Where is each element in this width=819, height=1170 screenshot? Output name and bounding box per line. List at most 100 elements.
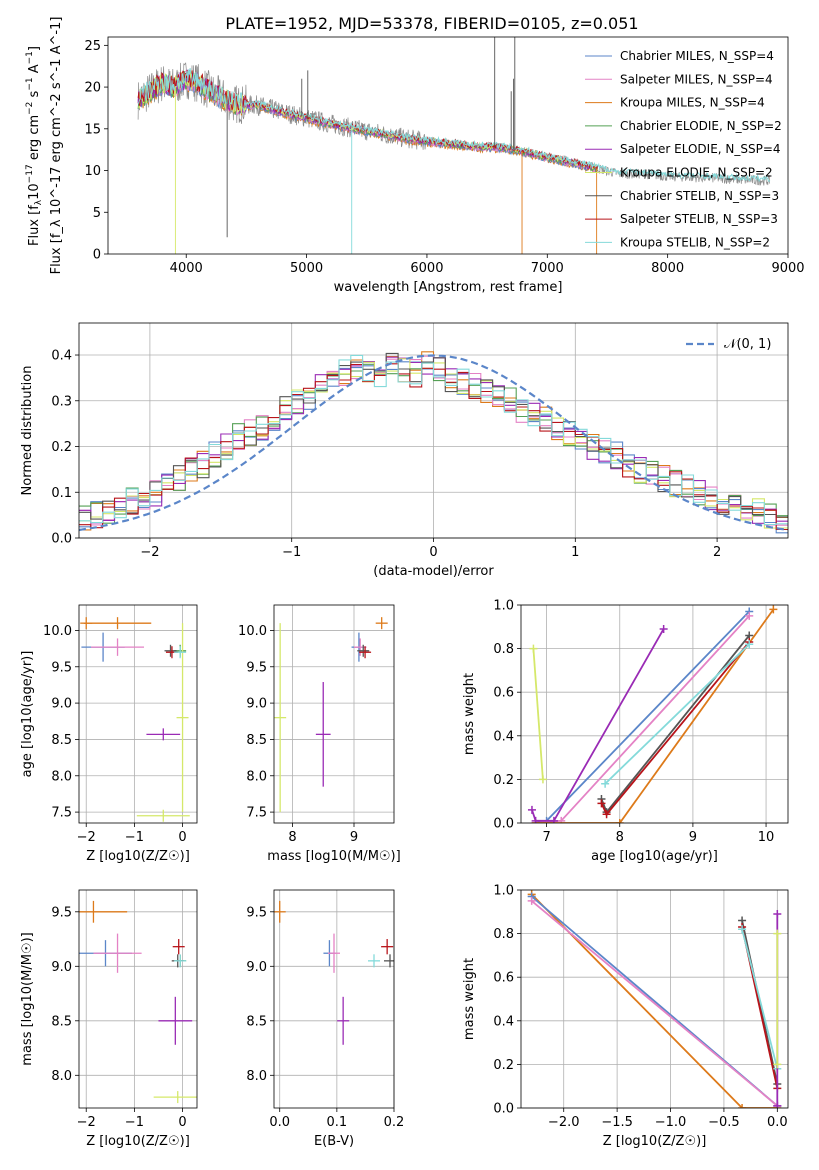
weight-marker	[738, 1104, 747, 1108]
x-tick-label: −1	[125, 1115, 144, 1130]
weight-marker	[529, 644, 538, 653]
weight-series-line	[532, 648, 544, 780]
weight-marker	[538, 775, 547, 784]
y-tick-label: 9.5	[246, 660, 267, 675]
x-tick-label: −2	[77, 830, 96, 845]
y-tick-label: 9.0	[51, 697, 72, 712]
x-tick-label: 0.0	[767, 1115, 788, 1130]
x-tick-label: 4000	[170, 261, 203, 276]
x-tick-label: 0	[178, 1115, 186, 1130]
mass_vs_Z-panel: −2 −1 0 8.0 8.5 9.0 9.5 Z [log10(Z/Z☉)] mass [lo…	[20, 889, 198, 1149]
y-tick-label: 7.5	[51, 806, 72, 821]
axes-frame	[273, 604, 395, 824]
x-tick-label: 1	[571, 545, 579, 560]
axes-frame	[78, 604, 198, 824]
x-tick-label: 0.1	[327, 1115, 348, 1130]
y-axis-label: age [log10(age/yr)]	[20, 651, 35, 778]
scatter-marks	[274, 617, 388, 813]
x-axis-label: E(B-V)	[314, 1134, 354, 1149]
x-tick-label: 9000	[771, 261, 804, 276]
y-tick-label: 0.0	[51, 532, 72, 547]
y-tick-label: 10	[84, 164, 101, 179]
y-axis-label: mass [log10(M/M☉)]	[20, 932, 35, 1065]
legend-entry: Chabrier STELIB, N_SSP=3	[620, 189, 779, 203]
y-tick-label: 8.5	[51, 1014, 72, 1029]
y-tick-label: 0.4	[51, 349, 72, 364]
x-tick-label: 10	[758, 830, 775, 845]
model-spectrum-line	[137, 68, 771, 183]
y-tick-label: 0.1	[51, 486, 72, 501]
axes-frame	[107, 36, 789, 255]
y-tick-label: 9.0	[246, 960, 267, 975]
x-tick-label: −0.5	[708, 1115, 740, 1130]
x-tick-label: 8	[288, 830, 296, 845]
y-axis-label: Flux [fλ10−17 erg cm−2 s−1 A−1]	[25, 46, 44, 246]
x-axis-label: Z [log10(Z/Z☉)]	[86, 849, 190, 864]
x-tick-label: −2	[77, 1115, 96, 1130]
y-tick-label: 0.2	[493, 773, 514, 788]
y-axis-label: Normed distribution	[20, 366, 35, 496]
histogram-panel: −2 −1 0 1 2 0.0 0.1 0.2 0.3 0.4 (data-model)/error…	[20, 322, 789, 579]
weight-marker	[769, 605, 778, 614]
y-tick-label: 0.8	[493, 642, 514, 657]
legend-entry: Kroupa STELIB, N_SSP=2	[620, 235, 770, 249]
y-tick-label: 8.5	[51, 733, 72, 748]
y-tick-label: 8.5	[246, 1014, 267, 1029]
weight_vs_Z-panel: −2.0 −1.5 −1.0 −0.5 0.0 0.0 0.2 0.4 0.6 0.8 1.0 Z […	[462, 884, 789, 1149]
spectrum-panel: 4000 5000 6000 7000 8000 9000 0 5 10 15 20 25 wavele…	[25, 17, 805, 295]
axes-frame	[273, 889, 395, 1109]
y-tick-label: 8.0	[51, 769, 72, 784]
weight-series-line	[531, 900, 778, 1107]
x-tick-label: 0.2	[384, 1115, 405, 1130]
y-tick-label: 8.5	[246, 733, 267, 748]
legend-entry: Salpeter ELODIE, N_SSP=4	[620, 142, 781, 156]
x-tick-label: −1.5	[601, 1115, 633, 1130]
x-tick-label: 6000	[410, 261, 443, 276]
y-tick-label: 8.0	[246, 769, 267, 784]
y-tick-label: 10.0	[238, 624, 267, 639]
x-tick-label: −2.0	[548, 1115, 580, 1130]
spectrum-legend: Chabrier MILES, N_SSP=4 Salpeter MILES, N…	[585, 49, 782, 249]
x-tick-label: 7	[542, 830, 550, 845]
scatter-marks	[79, 900, 197, 1104]
y-tick-label: 20	[84, 81, 101, 96]
x-axis-label: age [log10(age/yr)]	[591, 849, 718, 864]
y-tick-label: 0.4	[493, 1014, 514, 1029]
x-tick-label: 8000	[651, 261, 684, 276]
weight-marker	[531, 816, 540, 823]
y-tick-label: 1.0	[493, 599, 514, 614]
y-tick-label: 1.0	[493, 884, 514, 899]
axes-frame	[520, 604, 789, 824]
weight-marker	[773, 1101, 782, 1108]
y-tick-label: 0	[93, 248, 101, 263]
weight-marker	[745, 640, 754, 649]
spectrum-lines	[137, 37, 771, 254]
weight-marker	[597, 799, 606, 808]
y-axis-label: mass weight	[462, 673, 477, 755]
weight-marker	[549, 816, 558, 823]
x-tick-label: 9	[689, 830, 697, 845]
y-tick-label: 0.2	[493, 1058, 514, 1073]
y-tick-label: 0.6	[493, 686, 514, 701]
legend-entry: 𝒩(0, 1)	[724, 337, 771, 352]
y-tick-label: 0.0	[493, 1102, 514, 1117]
x-tick-label: 5000	[290, 261, 323, 276]
y-tick-label: 7.5	[246, 806, 267, 821]
y-tick-label: 15	[84, 122, 101, 137]
weight-series-line	[531, 893, 778, 1108]
x-tick-label: −2	[140, 545, 159, 560]
weight-marker	[773, 929, 782, 938]
age_vs_mass-panel: 8 9 7.5 8.0 8.5 9.0 9.5 10.0 mass [log10(M/M☉)]	[238, 604, 401, 864]
x-axis-label: (data-model)/error	[373, 564, 494, 579]
histogram-series	[79, 354, 788, 526]
y-tick-label: 9.5	[51, 660, 72, 675]
age_vs_Z-panel: −2 −1 0 7.5 8.0 8.5 9.0 9.5 10.0 Z [log10(Z/Z☉)] a…	[20, 604, 198, 864]
weight_vs_age-panel: 7 8 9 10 0.0 0.2 0.4 0.6 0.8 1.0 age [log10(age/yr…	[462, 599, 789, 864]
figure-title: PLATE=1952, MJD=53378, FIBERID=0105, z=0…	[225, 14, 638, 33]
legend-entry: Kroupa ELODIE, N_SSP=2	[620, 166, 773, 180]
x-axis-label: Z [log10(Z/Z☉)]	[86, 1134, 190, 1149]
legend-entry: Salpeter MILES, N_SSP=4	[620, 72, 773, 86]
y-tick-label: 10.0	[43, 624, 72, 639]
axes-frame	[78, 322, 789, 539]
